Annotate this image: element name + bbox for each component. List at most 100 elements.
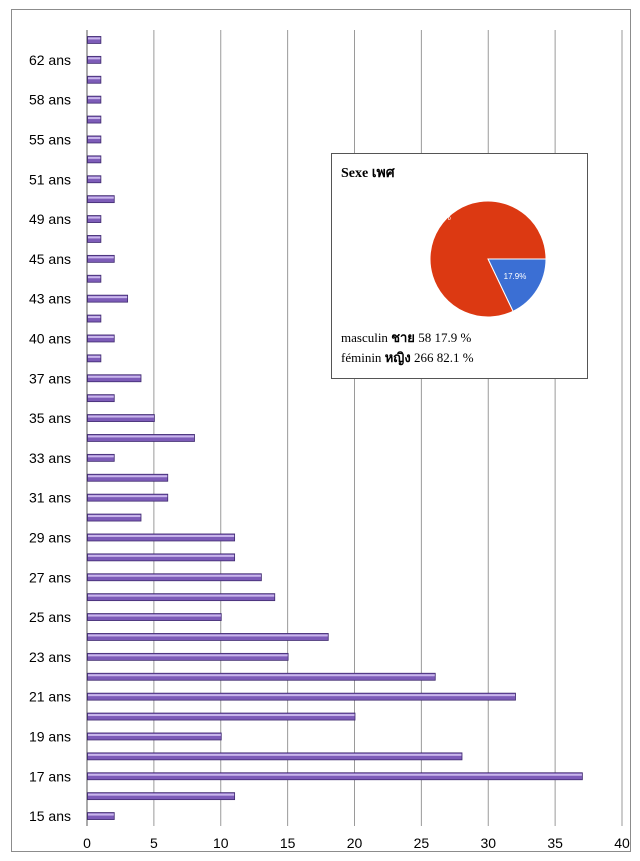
bar-45-ans bbox=[87, 254, 115, 263]
bar-31-ans bbox=[87, 493, 169, 502]
bar-32-ans bbox=[87, 473, 169, 482]
bar-rect bbox=[87, 75, 102, 84]
bar-rect bbox=[87, 414, 155, 422]
bar-rect bbox=[87, 354, 102, 363]
bar-highlight bbox=[88, 216, 101, 219]
bar-rect bbox=[87, 175, 102, 184]
bar-rect bbox=[87, 314, 102, 323]
y-tick-label: 17 ans bbox=[29, 768, 71, 784]
bar-20-ans bbox=[87, 712, 356, 721]
bar-highlight bbox=[88, 515, 141, 518]
bar-24-ans bbox=[87, 633, 329, 641]
bar-rect bbox=[87, 135, 102, 144]
bar-21-ans bbox=[87, 692, 516, 701]
bar-rect bbox=[87, 633, 329, 641]
y-axis-labels: 15 ans 17 ans 19 ans 21 ans 23 ans 25 ans 27 a… bbox=[29, 52, 71, 824]
bar-rect bbox=[87, 254, 115, 263]
pie-slice-label: 82.1% bbox=[428, 213, 451, 222]
bar-highlight bbox=[88, 714, 355, 717]
bars bbox=[87, 36, 583, 820]
bar-27-ans bbox=[87, 573, 262, 582]
bar-rect bbox=[87, 513, 142, 522]
bar-rect bbox=[87, 95, 102, 104]
bar-highlight bbox=[88, 176, 101, 179]
bar-44-ans bbox=[87, 274, 102, 283]
legend-masculin-thai: ชาย bbox=[391, 330, 415, 345]
y-tick-label: 55 ans bbox=[29, 131, 71, 147]
bar-rect bbox=[87, 613, 222, 621]
legend-feminin-value: 266 82.1 % bbox=[413, 350, 474, 365]
bar-highlight bbox=[88, 117, 101, 120]
bar-rect bbox=[87, 573, 262, 582]
bar-rect bbox=[87, 812, 115, 820]
bar-49-ans bbox=[87, 215, 102, 223]
pie-slice-masculin bbox=[487, 258, 547, 312]
y-tick-label: 15 ans bbox=[29, 808, 71, 824]
y-tick-label: 51 ans bbox=[29, 171, 71, 187]
bar-highlight bbox=[88, 136, 101, 139]
y-tick-label: 37 ans bbox=[29, 370, 71, 386]
bar-highlight bbox=[88, 773, 582, 776]
bar-rect bbox=[87, 274, 102, 283]
bar-highlight bbox=[88, 296, 128, 299]
bar-rect bbox=[87, 772, 583, 781]
bar-29-ans bbox=[87, 533, 236, 542]
x-tick-label: 40 bbox=[614, 835, 630, 851]
bar-rect bbox=[87, 712, 356, 721]
bar-16-ans bbox=[87, 792, 236, 801]
y-tick-label: 45 ans bbox=[29, 251, 71, 267]
y-tick-label: 62 ans bbox=[29, 52, 71, 68]
x-tick-label: 10 bbox=[213, 835, 229, 851]
y-tick-label: 21 ans bbox=[29, 689, 71, 705]
bar-highlight bbox=[88, 534, 235, 537]
x-tick-label: 0 bbox=[83, 835, 91, 851]
bar-highlight bbox=[88, 793, 235, 796]
chart-frame bbox=[11, 9, 631, 852]
bar-highlight bbox=[88, 355, 101, 358]
bar-17-ans bbox=[87, 772, 583, 781]
x-tick-label: 5 bbox=[150, 835, 158, 851]
legend-item-feminin: féminin หญิง 266 82.1 % bbox=[341, 347, 474, 368]
bar-highlight bbox=[88, 276, 101, 279]
legend-feminin-thai: หญิง bbox=[384, 350, 411, 365]
bar-rect bbox=[87, 434, 195, 442]
bar-highlight bbox=[88, 97, 101, 100]
bar-64-ans bbox=[87, 36, 102, 44]
bar-38-ans bbox=[87, 354, 102, 363]
pie-slices: 17.9% 82.1% bbox=[428, 200, 547, 318]
bar-rect bbox=[87, 672, 436, 681]
bar-41-ans bbox=[87, 314, 102, 323]
bar-51-ans bbox=[87, 175, 102, 184]
pie-slice-label: 17.9% bbox=[504, 272, 527, 281]
bar-highlight bbox=[88, 335, 114, 338]
y-tick-label: 25 ans bbox=[29, 609, 71, 625]
bar-rect bbox=[87, 36, 102, 44]
bar-rect bbox=[87, 235, 102, 243]
y-tick-label: 29 ans bbox=[29, 529, 71, 545]
pie-slice-feminin bbox=[429, 200, 547, 318]
bar-19-ans bbox=[87, 732, 222, 741]
bar-28-ans bbox=[87, 553, 236, 562]
bar-62-ans bbox=[87, 55, 102, 64]
bar-highlight bbox=[88, 236, 101, 239]
bar-rect bbox=[87, 732, 222, 741]
bar-highlight bbox=[88, 733, 221, 736]
bar-highlight bbox=[88, 574, 261, 577]
bar-highlight bbox=[88, 395, 114, 398]
bar-18-ans bbox=[87, 752, 463, 761]
sex-pie-chart: 17.9% 82.1% Sexe เพศ masculin ชาย 58 17.9… bbox=[331, 153, 588, 379]
y-tick-label: 43 ans bbox=[29, 291, 71, 307]
bar-46-ans bbox=[87, 235, 102, 243]
legend-masculin-label: masculin bbox=[341, 330, 388, 345]
bar-rect bbox=[87, 215, 102, 223]
bar-rect bbox=[87, 652, 289, 661]
bar-highlight bbox=[88, 256, 114, 259]
bar-rect bbox=[87, 553, 236, 562]
bar-26-ans bbox=[87, 593, 276, 602]
x-tick-label: 35 bbox=[547, 835, 563, 851]
bar-rect bbox=[87, 374, 142, 383]
bar-highlight bbox=[88, 196, 114, 199]
x-tick-label: 20 bbox=[347, 835, 363, 851]
bar-highlight bbox=[88, 594, 275, 597]
y-tick-label: 35 ans bbox=[29, 410, 71, 426]
